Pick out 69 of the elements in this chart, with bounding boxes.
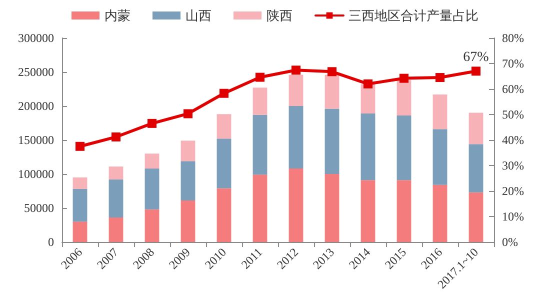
bar [396,180,412,242]
bar [324,174,340,242]
bar [396,80,412,116]
point [76,142,84,151]
legend-label: 山西 [186,8,212,23]
bar [360,180,376,242]
legend-label: 内蒙 [104,8,130,23]
bar [216,188,232,242]
point [112,132,120,142]
bar [396,116,412,180]
point [328,67,336,76]
annotation: 67% [463,50,490,66]
x-tick-label: 2011 [238,245,265,272]
y2-tick-label: 40% [502,133,524,147]
point [220,88,228,98]
bar [468,192,484,242]
bar [216,138,232,188]
bar [288,106,304,169]
y-tick-label: 50000 [24,201,54,215]
y2-tick-label: 70% [502,56,524,70]
bar [180,161,196,201]
bar [216,114,232,139]
bar [288,168,304,242]
bar [432,129,448,185]
bar [72,177,88,189]
bar [252,174,268,242]
y2-tick-label: 30% [502,158,524,172]
y2-tick-label: 0% [502,235,518,249]
bar [144,154,160,169]
y-tick-label: 250000 [18,65,54,79]
y2-tick-label: 50% [502,108,524,122]
bar [468,112,484,144]
bar [252,114,268,175]
point [400,74,408,83]
bar [108,166,124,180]
bar [72,222,88,242]
bar [144,209,160,242]
bar [252,88,268,115]
bar [432,94,448,130]
point [472,66,480,76]
y-tick-label: 100000 [18,167,54,181]
bar [324,74,340,109]
bar [108,179,124,218]
bar [324,108,340,174]
bar [432,184,448,242]
bar [180,140,196,162]
point [292,66,300,75]
y2-tick-label: 80% [502,31,524,45]
y-tick-label: 150000 [18,133,54,147]
bar [468,144,484,192]
y2-tick-label: 20% [502,184,524,198]
bar [108,218,124,242]
y-tick-label: 0 [48,235,54,249]
y-tick-label: 300000 [18,31,54,45]
bar [180,200,196,242]
point [364,79,372,88]
bar [72,188,88,222]
y2-tick-label: 60% [502,82,524,96]
point [148,118,156,128]
point [256,72,264,82]
bar [360,113,376,180]
legend-label: 三西地区合计产量占比 [348,8,478,23]
bar [288,74,304,106]
point [436,73,444,82]
bar [144,168,160,210]
y2-tick-label: 10% [502,210,524,224]
y-tick-label: 200000 [18,99,54,113]
point [184,109,192,118]
legend-label: 陕西 [266,8,292,23]
